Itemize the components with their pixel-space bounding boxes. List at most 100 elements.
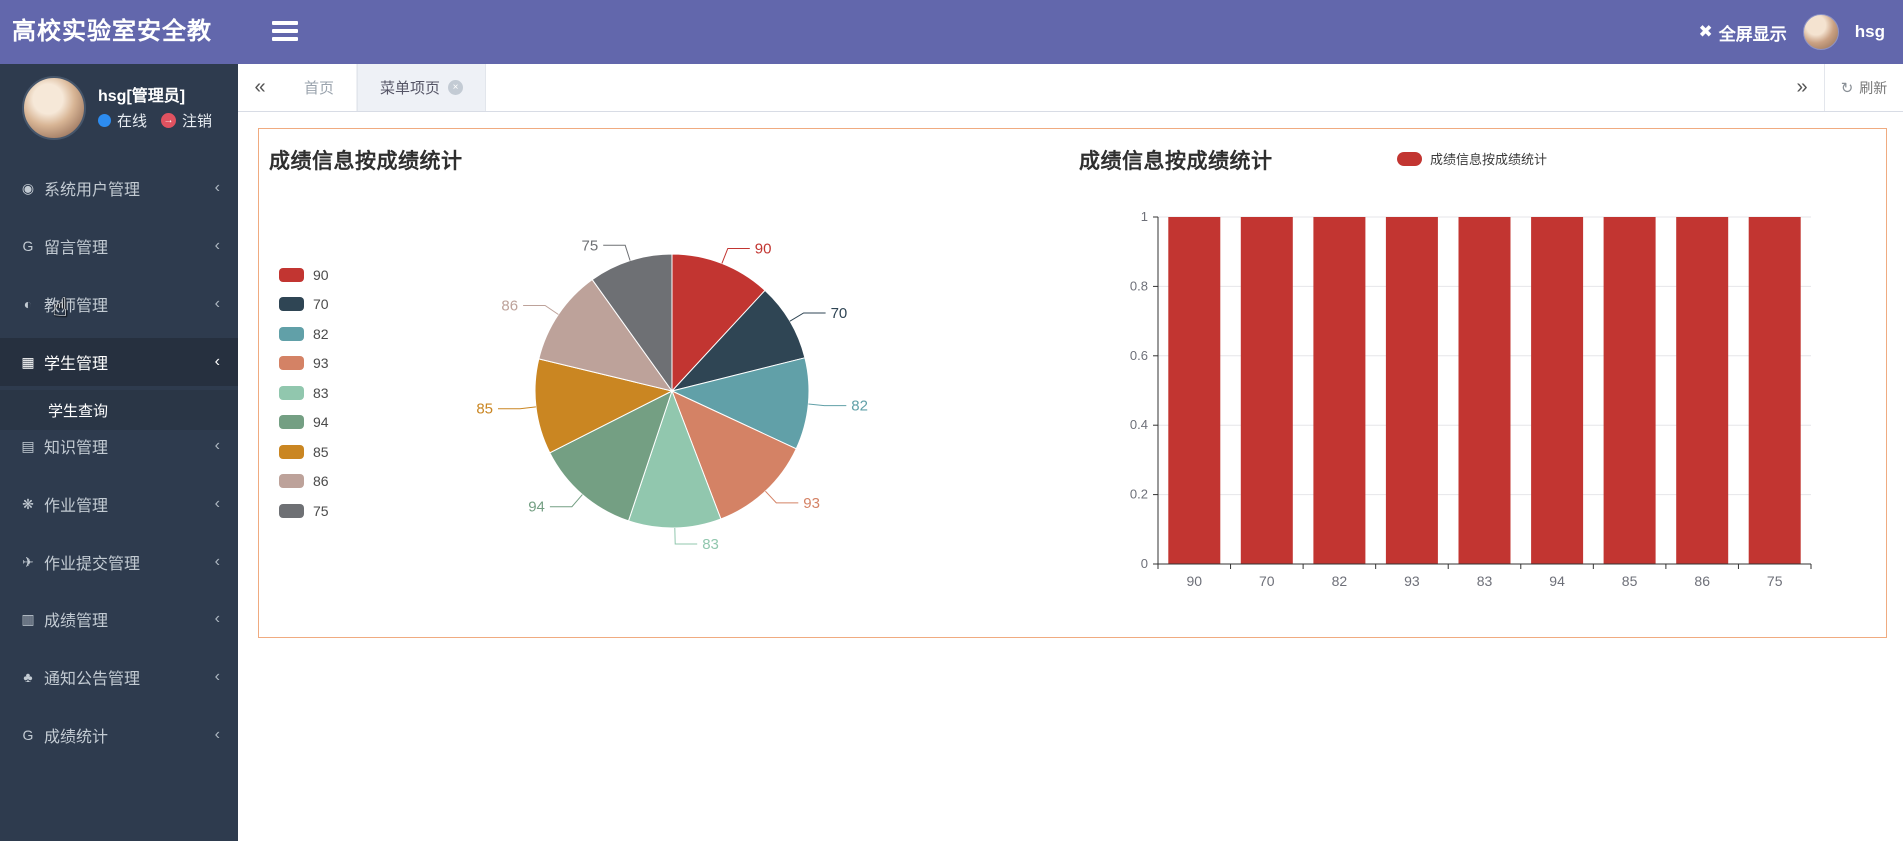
svg-text:0.2: 0.2 [1130,487,1148,502]
chevron-left-icon: ‹ [214,668,220,685]
top-bar: 高校实验室安全教 ✖ 全屏显示 hsg [0,0,1903,64]
chevron-left-icon: ‹ [214,353,220,370]
chevron-left-icon: ‹ [214,237,220,254]
sidebar-item-homework[interactable]: ❋ 作业管理 ‹ [0,481,238,527]
svg-text:85: 85 [1622,573,1638,589]
svg-text:93: 93 [1404,573,1420,589]
pie-legend-item[interactable]: 82 [279,319,329,349]
username[interactable]: hsg [1854,22,1885,41]
sidebar-item-label: 知识管理 [44,440,109,457]
svg-text:94: 94 [1549,573,1565,589]
sidebar: hsg[管理员] 在线 → 注销 ◉ 系统用户管理 ‹ G 留言管理 ‹ ◐ 教师管理 ‹ ▦ 学生… [0,64,238,841]
refresh-icon: ↻ [1840,79,1854,97]
sidebar-item-grade-stats[interactable]: G 成绩统计 ‹ [0,712,238,758]
legend-swatch [279,503,304,518]
legend-label: 83 [313,384,329,401]
online-status-icon [98,114,111,127]
sidebar-item-notices[interactable]: ♣ 通知公告管理 ‹ [0,654,238,700]
svg-text:83: 83 [1477,573,1493,589]
pie-legend-item[interactable]: 70 [279,290,329,320]
logout-icon[interactable]: → [161,113,177,128]
users-icon: ◉ [21,179,35,196]
chevron-left-icon: ‹ [214,179,220,196]
sidebar-item-students[interactable]: ▦ 学生管理 ‹ [0,338,238,386]
legend-label: 86 [313,473,329,490]
chevron-left-icon: ‹ [214,610,220,627]
app-title: 高校实验室安全教 [12,18,212,45]
pie-legend-item[interactable]: 86 [279,467,329,497]
tab-label: 菜单项页 [380,80,441,97]
legend-label: 75 [313,502,329,519]
digg-icon: ▤ [21,437,35,454]
legend-swatch [279,267,304,282]
student-icon: ▦ [21,353,35,370]
hamburger-menu-icon[interactable] [272,21,298,43]
bar-legend-item[interactable]: 成绩信息按成绩统计 [1397,149,1547,168]
svg-text:70: 70 [831,305,848,322]
pie-legend-item[interactable]: 85 [279,437,329,467]
tabs-scroll-left-icon[interactable]: « [254,76,266,98]
sidebar-item-homework-submit[interactable]: ✈ 作业提交管理 ‹ [0,539,238,585]
sidebar-item-student-query[interactable]: 学生查询 [0,390,238,430]
sidebar-item-label: 成绩统计 [44,729,109,746]
svg-text:86: 86 [501,298,518,315]
profile-name: hsg[管理员] [98,88,186,105]
online-status-label: 在线 [117,113,148,130]
tab-home[interactable]: 首页 [282,64,358,111]
legend-swatch [279,326,304,341]
avatar[interactable] [22,76,86,140]
svg-text:75: 75 [1767,573,1783,589]
sidebar-item-label: 留言管理 [44,240,109,257]
svg-text:0: 0 [1141,556,1148,571]
svg-text:1: 1 [1141,209,1148,224]
legend-swatch [279,356,304,371]
bar-legend-swatch [1397,151,1422,166]
message-icon: G [22,238,34,254]
tab-menu-page[interactable]: 菜单项页 × [357,64,487,111]
pie-legend: 90 70 82 93 83 94 85 86 75 [279,260,329,526]
svg-text:0.8: 0.8 [1130,278,1148,293]
teacher-icon: ◐ [23,296,33,312]
drop-icon: ❋ [22,495,34,512]
legend-swatch [279,474,304,489]
legend-label: 90 [313,266,329,283]
chevron-left-icon: ‹ [214,437,220,454]
fullscreen-button[interactable]: ✖ 全屏显示 [1699,20,1787,45]
svg-text:90: 90 [755,241,772,258]
svg-text:86: 86 [1694,573,1710,589]
legend-label: 93 [313,355,329,372]
pie-legend-item[interactable]: 93 [279,349,329,379]
paper-plane-icon: ✈ [22,553,34,570]
svg-text:82: 82 [1332,573,1348,589]
sidebar-item-label: 作业管理 [44,498,109,515]
sidebar-item-teachers[interactable]: ◐ 教师管理 ‹ [0,281,238,327]
user-profile: hsg[管理员] 在线 → 注销 [0,64,238,160]
tab-label: 首页 [304,80,335,97]
svg-text:70: 70 [1259,573,1275,589]
tabs-scroll-right-icon[interactable]: » [1796,76,1808,98]
sidebar-item-system-users[interactable]: ◉ 系统用户管理 ‹ [0,165,238,211]
chevron-left-icon: ‹ [214,495,220,512]
sidebar-item-knowledge[interactable]: ▤ 知识管理 ‹ [0,423,238,469]
legend-swatch [279,444,304,459]
refresh-button[interactable]: ↻ 刷新 [1825,64,1903,111]
sidebar-item-label: 系统用户管理 [44,182,141,199]
pie-legend-item[interactable]: 83 [279,378,329,408]
legend-swatch [279,385,304,400]
pie-legend-item[interactable]: 75 [279,496,329,526]
pie-legend-item[interactable]: 94 [279,408,329,438]
logout-button[interactable]: 注销 [182,113,213,130]
svg-text:93: 93 [803,495,820,512]
bar-chart-title: 成绩信息按成绩统计 [1079,150,1273,173]
tab-close-icon[interactable]: × [448,80,464,95]
sidebar-item-grades[interactable]: ▥ 成绩管理 ‹ [0,596,238,642]
legend-label: 70 [313,296,329,313]
stats-icon: G [22,727,34,743]
svg-text:82: 82 [851,398,868,415]
svg-text:94: 94 [528,499,545,516]
bar-legend-label: 成绩信息按成绩统计 [1430,152,1548,167]
pie-legend-item[interactable]: 90 [279,260,329,290]
avatar[interactable] [1802,14,1839,50]
svg-text:90: 90 [1187,573,1203,589]
sidebar-item-messages[interactable]: G 留言管理 ‹ [0,223,238,269]
